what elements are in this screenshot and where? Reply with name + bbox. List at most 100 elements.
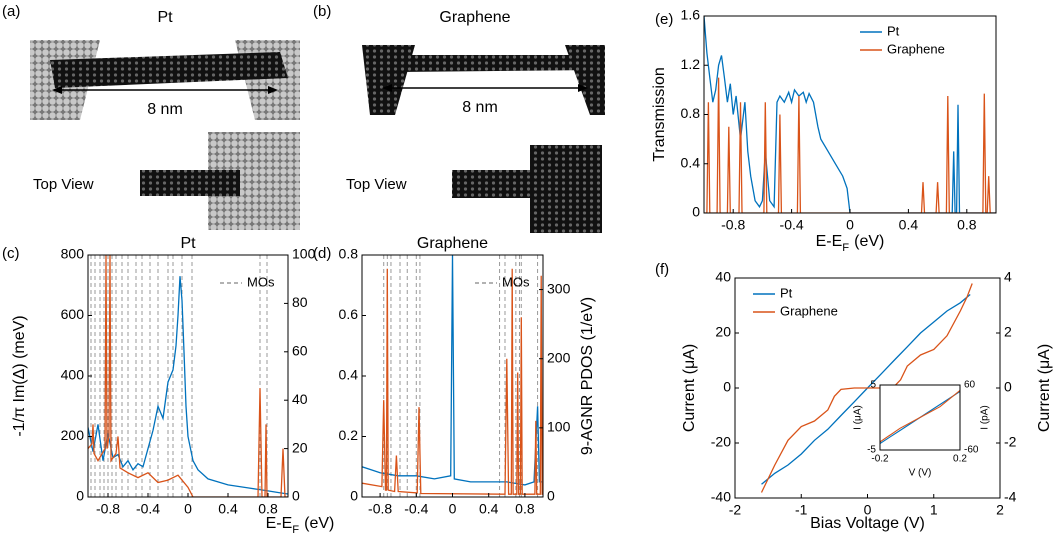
y-tick-label: 0.4 [681,154,701,170]
x-tick-label: 0 [846,216,854,232]
chart-title: Pt [180,235,196,252]
length-label: 8 nm [462,99,498,116]
y2-tick-label: 100 [547,419,571,435]
x-tick-label: 0.4 [218,500,238,516]
legend-label: Pt [780,285,793,300]
x-tick-label: -0.4 [404,500,428,516]
y2-tick-label: -60 [964,445,979,456]
x-axis-label: E-EF(eV) [816,233,885,254]
legend-label: Pt [887,23,900,38]
panel-title: Graphene [439,9,510,26]
x-tick-label: -0.8 [96,500,120,516]
y2-tick-label: 0 [292,488,300,504]
legend-label: Graphene [780,303,838,318]
x-tick-label: -0.4 [136,500,160,516]
page: {"panels": { "a": {"label": "(a)", "titl… [0,0,1057,535]
x-tick-label: -1 [795,501,808,517]
y-tick-label: 600 [61,306,85,322]
x-tick-label: 0 [449,500,457,516]
ribbon-top [452,170,542,198]
x-label-unit: (eV) [304,515,334,532]
y-tick-label: 0.6 [339,306,359,322]
y2-tick-label: 0 [547,488,555,504]
y-tick-label: -20 [711,434,731,450]
x-label-sub: F [292,524,299,535]
x-label-main: E-E [266,515,293,532]
x-tick-label: 0.4 [899,216,919,232]
view-label: Top View [346,176,407,193]
y-tick-label: 0.8 [339,246,359,262]
x-axis-label: Bias Voltage (V) [810,515,925,532]
y2-axis-label: Current (μA) [1036,344,1053,432]
legend-label: Graphene [887,41,945,56]
y2-tick-label: -4 [1004,489,1017,505]
ribbon [395,55,600,72]
x-axis-label: V (V) [909,468,932,479]
x-tick-label: 0 [184,500,192,516]
x-tick-label: 1 [930,501,938,517]
x-tick-label: -0.4 [780,216,804,232]
y2-tick-label: 200 [547,349,571,365]
y-tick-label: 40 [715,269,731,285]
panel-label: (a) [2,3,20,20]
panel-label: (f) [655,261,669,278]
y2-tick-label: 20 [292,439,308,455]
y2-tick-label: 80 [292,294,308,310]
y-tick-label: 0 [350,488,358,504]
y-tick-label: 0 [723,379,731,395]
panel-a: (a) Pt 8 nm Top View [2,3,300,230]
y-tick-label: 0.8 [681,105,701,121]
legend-label: MOs [502,274,530,289]
y-axis-label: Current (μA) [681,344,698,432]
panel-label: (d) [313,245,331,262]
legend-label: MOs [247,274,275,289]
plot-area [88,255,288,497]
panel-label: (e) [655,11,673,28]
x-label-main: E-E [816,233,843,250]
x-tick-label: 0.8 [258,500,278,516]
y-tick-label: 1.6 [681,7,701,23]
y-tick-label: -5 [867,445,876,456]
figure: (a) Pt 8 nm Top View (b) Graphene 8 nm T… [0,0,1057,535]
length-label: 8 nm [147,101,183,118]
y-tick-label: 20 [715,324,731,340]
y-axis-label: Transmission [651,67,668,162]
y-tick-label: 800 [61,246,85,262]
y2-tick-label: 60 [292,343,308,359]
y-tick-label: 0 [692,204,700,220]
y-tick-label: -40 [711,489,731,505]
y-tick-label: 1.2 [681,56,701,72]
y2-tick-label: 4 [1004,269,1012,285]
y-tick-label: 0.4 [339,367,359,383]
y2-tick-label: -2 [1004,434,1017,450]
y2-axis-label: I (pA) [980,405,991,429]
y2-tick-label: 60 [964,380,976,391]
y2-tick-label: 0 [1004,379,1012,395]
y-tick-label: 400 [61,367,85,383]
panel-label: (c) [2,245,20,262]
x-tick-label: -0.8 [368,500,392,516]
plot-area [704,16,996,213]
chart-title: Graphene [417,235,488,252]
y-tick-label: 0 [76,488,84,504]
panel-b: (b) Graphene 8 nm Top View [313,3,605,233]
x-tick-label: -0.8 [721,216,745,232]
panel-label: (b) [313,3,331,20]
x-tick-label: 0.4 [479,500,499,516]
x-tick-label: 0.8 [515,500,535,516]
ribbon-top [140,170,240,196]
y2-axis-label: 9-AGNR PDOS (1/eV) [579,297,596,455]
y2-tick-label: 2 [1004,324,1012,340]
y2-tick-label: 300 [547,280,571,296]
x-tick-label: 2 [996,501,1004,517]
y-axis-label: -1/π Im(Δ) (meV) [11,315,28,436]
x-label-sub: F [842,242,849,254]
y-tick-label: 200 [61,427,85,443]
y-axis-label: I (μA) [853,405,864,430]
y2-tick-label: 40 [292,391,308,407]
panel-title: Pt [157,9,173,26]
y-tick-label: 0.2 [339,427,359,443]
y-tick-label: 5 [870,380,876,391]
view-label: Top View [33,176,94,193]
x-axis-label: E-EF (eV) [266,515,335,535]
